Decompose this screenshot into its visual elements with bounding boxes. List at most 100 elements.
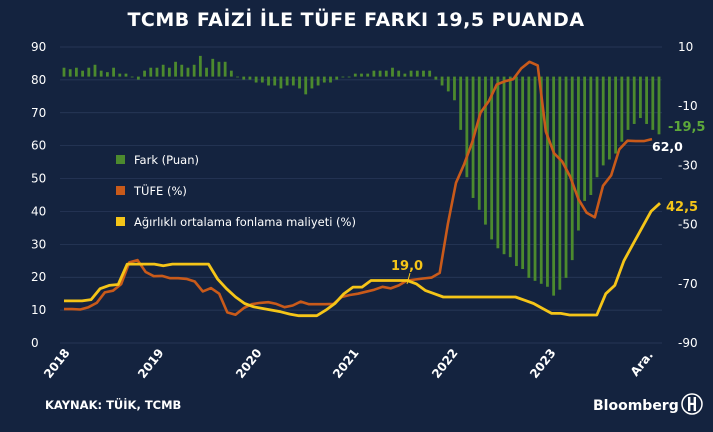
- series-lines: [64, 60, 661, 318]
- bar-fark: [533, 76, 537, 281]
- bar-fark: [453, 76, 456, 101]
- bar-fark: [620, 76, 624, 142]
- bar-fark: [546, 76, 549, 287]
- left-axis-tick: 80: [31, 73, 46, 87]
- bar-fark: [360, 73, 363, 77]
- bar-fark: [601, 76, 605, 166]
- left-axis-tick: 90: [31, 40, 46, 54]
- callout-funding: 42,5: [666, 200, 698, 215]
- bar-fark: [273, 76, 277, 86]
- bar-fark: [657, 76, 661, 135]
- bar-fark: [353, 73, 357, 77]
- bar-fark: [205, 67, 208, 77]
- bar-fark: [217, 61, 221, 77]
- bar-fark: [527, 76, 531, 278]
- legend-swatch-tufe: [116, 186, 125, 195]
- bar-fark: [186, 67, 190, 77]
- source-note: KAYNAK: TÜİK, TCMB: [45, 397, 181, 412]
- left-axis-tick: 60: [31, 139, 46, 153]
- bar-fark: [149, 67, 153, 77]
- line-funding: [64, 202, 661, 318]
- bar-fark: [248, 76, 252, 80]
- bar-fark: [285, 76, 289, 86]
- bar-fark: [136, 76, 140, 80]
- bar-fark: [155, 67, 159, 77]
- bar-fark: [589, 76, 593, 195]
- left-axis-tick: 20: [31, 270, 46, 284]
- bar-fark: [68, 69, 72, 77]
- bar-fark: [347, 76, 351, 78]
- bar-fark: [465, 76, 469, 178]
- bar-fark: [372, 70, 376, 77]
- bar-fark: [180, 64, 184, 77]
- right-axis-tick: -30: [678, 158, 698, 172]
- bar-fark: [434, 76, 438, 80]
- bar-fark: [192, 64, 196, 77]
- bar-fark: [279, 76, 283, 89]
- bar-fark: [62, 67, 66, 77]
- legend-swatch-funding: [116, 217, 125, 226]
- bar-fark: [403, 73, 407, 77]
- bar-fark: [167, 67, 171, 77]
- bar-fark: [87, 67, 91, 77]
- bar-fark: [515, 76, 518, 267]
- bar-fark: [322, 76, 326, 83]
- bar-fark: [632, 76, 636, 124]
- left-axis-tick: 50: [31, 172, 46, 186]
- bar-fark: [484, 76, 487, 225]
- bar-fark: [577, 76, 580, 231]
- bar-fark: [384, 70, 388, 77]
- left-axis-tick: 70: [31, 106, 46, 120]
- x-axis-tick: 2023: [527, 346, 559, 381]
- bar-fark: [298, 76, 301, 89]
- bar-fark: [651, 76, 655, 130]
- bar-fark: [254, 76, 258, 83]
- bloomberg-logo: Bloomberg: [593, 398, 679, 414]
- bar-fark: [143, 70, 146, 77]
- callouts: -19,5 62,0 42,5 19,0: [391, 120, 705, 285]
- bar-fark: [490, 76, 494, 240]
- x-axis-tick: 2019: [135, 346, 167, 381]
- bar-fark: [223, 61, 227, 77]
- bar-fark: [409, 70, 413, 77]
- callout-fark: -19,5: [668, 120, 705, 135]
- bar-fark: [112, 67, 115, 77]
- bar-fark: [639, 76, 642, 119]
- bar-fark: [508, 76, 512, 258]
- x-axis-tick: 2022: [429, 346, 461, 381]
- x-axis-tick: 2018: [41, 346, 73, 381]
- bar-fark: [583, 76, 587, 201]
- bar-fark: [502, 76, 506, 255]
- line-tufe: [64, 60, 653, 316]
- bar-fark: [93, 64, 97, 77]
- bar-fark: [99, 70, 103, 77]
- bar-fark: [198, 55, 202, 77]
- bar-fark: [304, 76, 308, 95]
- bar-fark: [552, 76, 556, 296]
- bar-fark: [626, 76, 630, 130]
- callout-tufe: 62,0: [652, 139, 683, 154]
- bar-fark: [428, 70, 432, 77]
- bar-fark: [366, 73, 370, 77]
- left-axis-tick: 40: [31, 204, 46, 218]
- left-axis-tick: 10: [31, 303, 46, 317]
- x-axis-tick: 2021: [330, 346, 362, 381]
- bar-fark: [118, 73, 122, 77]
- x-axis-tick: 2020: [233, 346, 265, 381]
- x-axis-tick: Ara.: [628, 348, 656, 379]
- bar-fark: [291, 76, 295, 86]
- bar-fark: [174, 61, 177, 77]
- bar-fark: [329, 76, 332, 83]
- annotation-funding-peak: 19,0: [391, 259, 423, 274]
- right-axis-tick: -50: [678, 218, 698, 232]
- ht-logo-icon: [681, 393, 703, 415]
- bars-fark: [62, 55, 661, 296]
- bar-fark: [130, 76, 134, 78]
- bar-fark: [440, 76, 444, 86]
- legend-label-fark: Fark (Puan): [134, 153, 199, 167]
- bar-fark: [267, 76, 270, 86]
- right-axis-tick: -70: [678, 277, 698, 291]
- right-axis-tick: -90: [678, 336, 698, 350]
- bar-fark: [446, 76, 450, 92]
